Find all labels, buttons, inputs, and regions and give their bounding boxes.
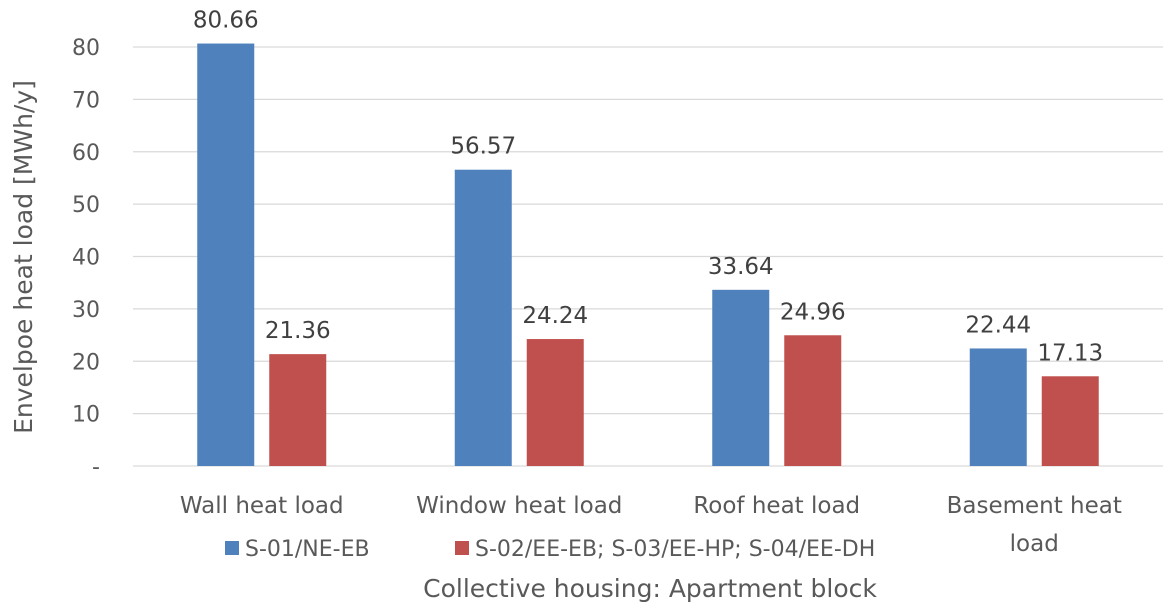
bar-series1-cat3 (712, 289, 770, 466)
data-label-series1-cat2: 56.57 (450, 134, 516, 160)
category-label-1: Wall heat load (180, 493, 344, 519)
bar-series1-cat2 (454, 169, 512, 466)
y-tick-label-5: 50 (72, 193, 100, 218)
x-axis-title: Collective housing: Apartment block (423, 574, 877, 603)
category-label-2: Window heat load (416, 493, 622, 519)
bars (197, 43, 1099, 467)
category-label-3: Roof heat load (693, 493, 860, 519)
y-tick-label-7: 70 (72, 88, 100, 113)
data-label-series1-cat3: 33.64 (708, 254, 774, 280)
data-label-series2-cat2: 24.24 (522, 303, 588, 329)
bar-series2-cat1 (269, 354, 327, 466)
y-axis-ticks: - 10 20 30 40 50 60 70 80 (72, 36, 100, 480)
y-tick-label-2: 20 (72, 350, 100, 375)
bar-series1-cat1 (197, 43, 255, 467)
bar-series2-cat2 (526, 339, 584, 466)
legend-swatch-2 (455, 541, 469, 555)
y-axis-title: Envelpoe heat load [MWh/y] (9, 80, 38, 434)
y-tick-label-0: - (92, 455, 100, 480)
legend-label-2: S-02/EE-EB; S-03/EE-HP; S-04/EE-DH (475, 537, 875, 562)
category-label-4-line1: Basement heat (947, 493, 1122, 519)
legend-swatch-1 (225, 541, 239, 555)
y-tick-label-1: 10 (72, 403, 100, 428)
bar-series1-cat4 (969, 348, 1027, 466)
x-axis-category-labels: Wall heat load Window heat load Roof heat … (180, 493, 1122, 557)
y-tick-label-3: 30 (72, 298, 100, 323)
data-label-series2-cat3: 24.96 (780, 299, 846, 325)
bar-series2-cat3 (784, 335, 842, 466)
data-label-series2-cat1: 21.36 (265, 318, 331, 344)
bar-series2-cat4 (1041, 376, 1099, 466)
data-label-series2-cat4: 17.13 (1037, 340, 1103, 366)
legend: S-01/NE-EB S-02/EE-EB; S-03/EE-HP; S-04/E… (225, 537, 875, 562)
category-label-4-line2: load (1010, 531, 1059, 557)
y-tick-label-6: 60 (72, 141, 100, 166)
y-tick-label-8: 80 (72, 36, 100, 61)
data-label-series1-cat1: 80.66 (193, 8, 259, 34)
y-tick-label-4: 40 (72, 246, 100, 271)
legend-label-1: S-01/NE-EB (245, 537, 370, 562)
data-label-series1-cat4: 22.44 (965, 312, 1031, 338)
